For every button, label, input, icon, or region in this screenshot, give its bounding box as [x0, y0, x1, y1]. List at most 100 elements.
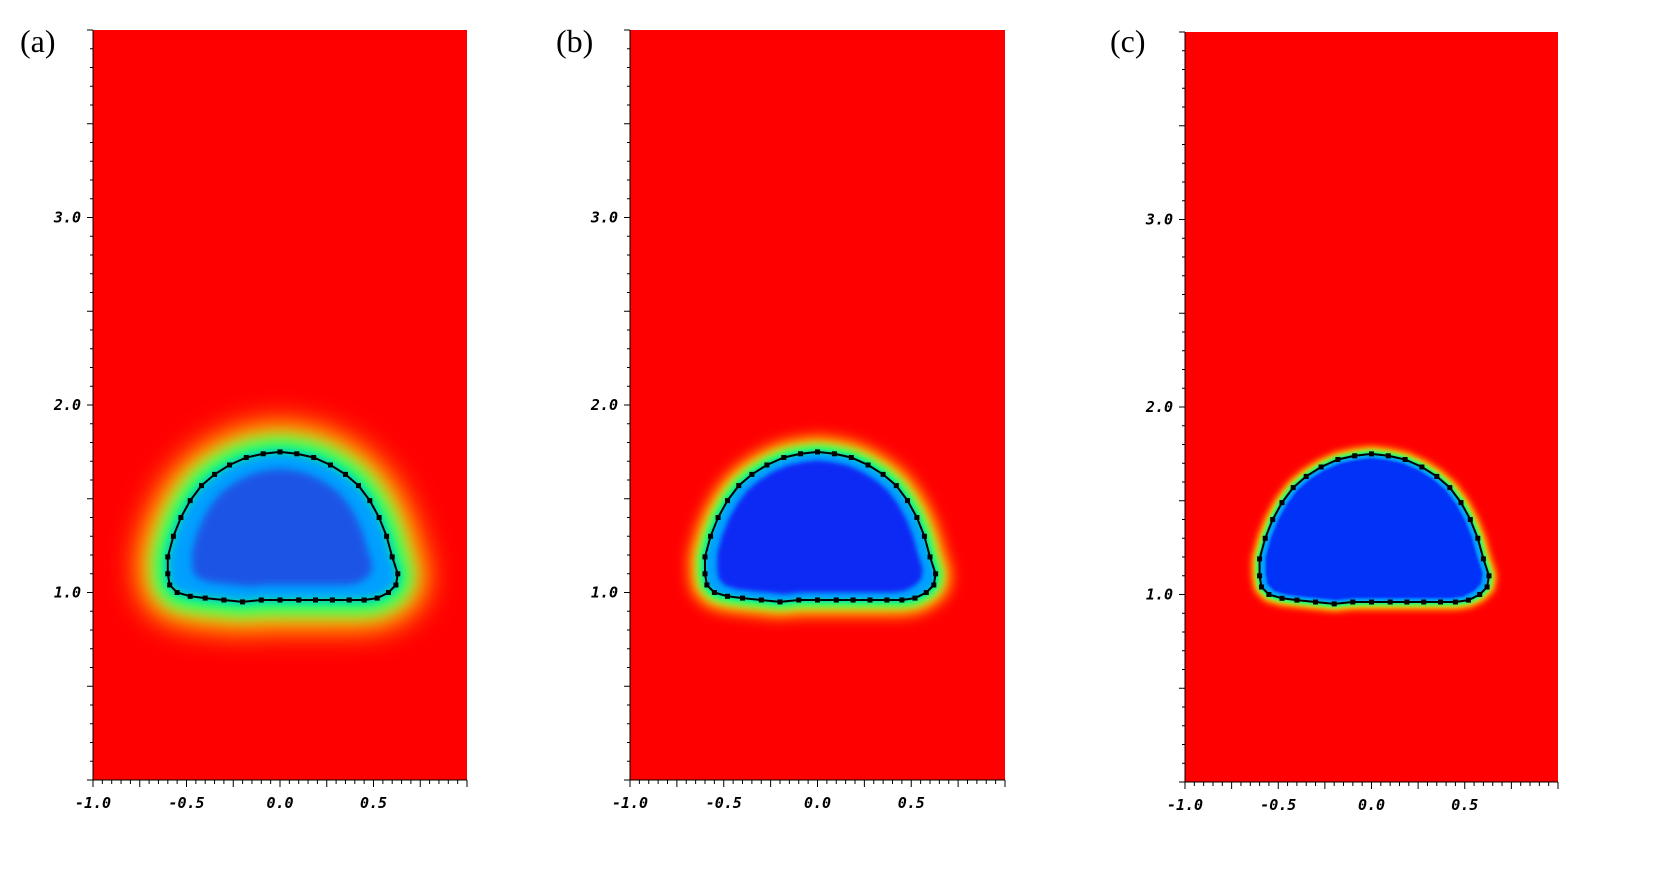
panel-label: (c)	[1110, 23, 1146, 59]
interface-marker	[764, 462, 770, 468]
interface-marker	[199, 483, 204, 489]
interface-marker	[260, 451, 266, 457]
interface-marker	[850, 597, 856, 603]
interface-marker	[848, 455, 854, 460]
interface-marker	[1331, 601, 1337, 607]
interface-marker	[1318, 464, 1324, 470]
x-tick-label: 0.0	[266, 794, 293, 812]
y-tick-label: 2.0	[53, 396, 81, 414]
interface-marker	[1480, 556, 1486, 562]
interface-marker	[1477, 592, 1483, 597]
y-tick-label: 3.0	[590, 209, 618, 227]
interface-marker	[1294, 597, 1300, 603]
interface-marker	[1369, 451, 1374, 457]
interface-marker	[346, 597, 352, 603]
interface-marker	[725, 593, 730, 599]
interface-marker	[1452, 599, 1458, 605]
phase-field	[140, 424, 426, 629]
interface-marker	[1313, 599, 1318, 605]
x-tick-label: -1.0	[75, 794, 111, 812]
interface-marker	[884, 597, 890, 603]
interface-marker	[1438, 599, 1443, 605]
interface-marker	[758, 597, 764, 603]
interface-marker	[277, 597, 283, 603]
interface-marker	[1257, 573, 1263, 579]
interface-marker	[1486, 573, 1492, 579]
interface-marker	[294, 451, 300, 457]
interface-marker	[1369, 599, 1374, 605]
y-tick-label: 3.0	[53, 209, 81, 227]
x-tick-label: 0.0	[1358, 796, 1385, 814]
interface-marker	[1434, 473, 1440, 479]
interface-marker	[905, 498, 910, 504]
interface-marker	[1466, 597, 1471, 603]
interface-marker	[1475, 535, 1481, 541]
interface-marker	[715, 515, 721, 520]
interface-marker	[1419, 464, 1425, 470]
interface-marker	[1484, 584, 1490, 590]
interface-marker	[258, 597, 264, 603]
interface-marker	[277, 449, 283, 455]
phase-field	[1252, 447, 1496, 611]
interface-marker	[1335, 457, 1341, 462]
interface-marker	[356, 483, 361, 489]
interface-marker	[1266, 592, 1272, 597]
interface-marker	[1303, 473, 1309, 479]
interface-marker	[912, 595, 918, 601]
interface-marker	[361, 597, 367, 603]
interface-marker	[313, 597, 318, 603]
interface-marker	[708, 533, 714, 539]
interface-marker	[367, 498, 373, 504]
interface-marker	[749, 471, 755, 477]
interface-marker	[243, 455, 249, 460]
interface-marker	[1257, 556, 1263, 562]
interface-marker	[376, 515, 382, 520]
interface-marker	[1270, 517, 1276, 522]
interface-marker	[880, 471, 886, 477]
interface-marker	[865, 462, 871, 468]
interface-marker	[1447, 485, 1453, 491]
interface-marker	[393, 582, 399, 588]
interface-marker	[296, 597, 302, 603]
heatmap-background	[630, 30, 1005, 780]
interface-marker	[704, 582, 710, 588]
interface-marker	[781, 455, 787, 460]
interface-marker	[815, 597, 820, 603]
phase-field	[691, 438, 950, 616]
interface-marker	[1352, 453, 1358, 459]
interface-marker	[933, 571, 939, 577]
interface-marker	[777, 599, 783, 605]
interface-marker	[893, 483, 899, 489]
interface-marker	[931, 582, 937, 588]
interface-line	[704, 450, 937, 603]
y-tick-label: 2.0	[1145, 398, 1173, 416]
interface-marker	[240, 599, 246, 605]
interface-marker	[1387, 599, 1393, 605]
interface-marker	[914, 515, 920, 520]
x-tick-label: 0.5	[898, 794, 925, 812]
interface-marker	[740, 595, 745, 601]
interface-marker	[1385, 453, 1391, 459]
interface-marker	[1290, 485, 1296, 491]
y-tick-label: 1.0	[54, 584, 81, 602]
interface-marker	[899, 597, 905, 603]
interface-marker	[311, 455, 317, 460]
interface-marker	[702, 554, 708, 560]
interface-marker	[921, 533, 927, 539]
x-tick-label: -0.5	[706, 794, 742, 812]
interface-marker	[329, 597, 335, 603]
x-tick-label: -0.5	[1260, 796, 1296, 814]
interface-marker	[395, 571, 401, 577]
interface-marker	[1279, 500, 1285, 506]
interface-marker	[1262, 535, 1268, 541]
interface-marker	[833, 597, 839, 603]
panel-2: (b) 1.0 2.0 3.0 -1.0 -0.5 0.0 0.5	[556, 23, 1006, 812]
y-tick-label: 1.0	[591, 584, 618, 602]
interface-marker	[386, 590, 391, 595]
interface-marker	[389, 554, 395, 560]
interface-marker	[798, 451, 804, 457]
panel-label: (b)	[556, 23, 593, 59]
y-tick-label: 2.0	[590, 396, 618, 414]
panel-label: (a)	[20, 23, 56, 59]
